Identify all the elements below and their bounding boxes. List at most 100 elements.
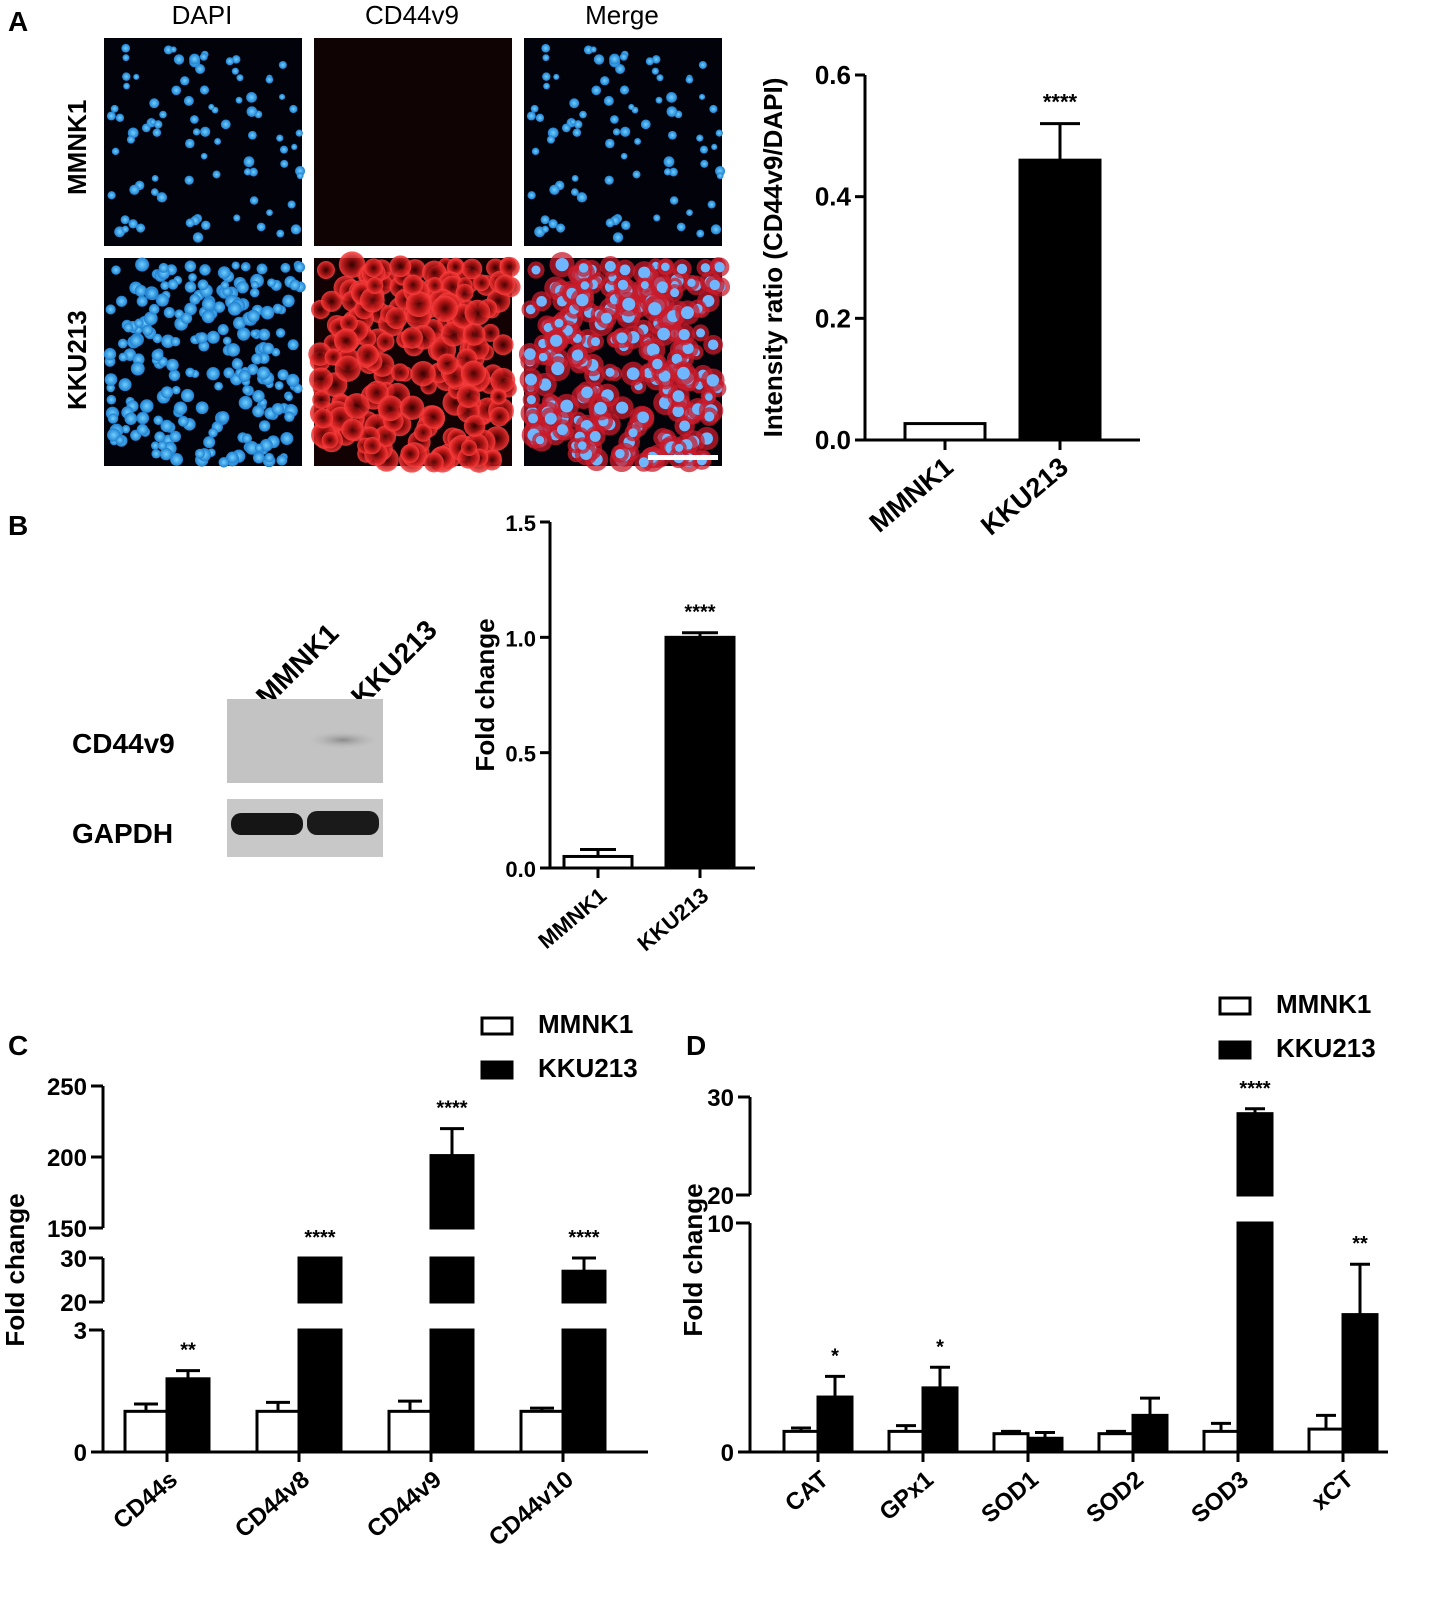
nucleus-dot: [120, 215, 130, 225]
nucleus-dot: [250, 329, 259, 338]
y-axis-label: Fold change: [0, 1193, 30, 1346]
nucleus-dot: [201, 309, 215, 324]
nucleus-dot: [237, 327, 251, 341]
merge-nucleus: [615, 448, 625, 459]
cd44v9-cell: [313, 408, 333, 429]
cd44v9-cell: [461, 258, 483, 280]
cd44v9-cell: [423, 452, 444, 473]
nucleus-dot: [579, 110, 587, 119]
cell-nuclei-layer: [103, 43, 730, 473]
bar-cd44v8-kku213: [297, 1328, 343, 1454]
nucleus-dot: [153, 120, 163, 129]
merge-nucleus: [594, 401, 607, 415]
nucleus-dot: [128, 219, 138, 229]
cd44v9-cell: [385, 307, 408, 330]
cd44v9-cell: [499, 256, 520, 278]
nucleus-dot: [238, 369, 251, 383]
column-header-merge: Merge: [585, 0, 659, 30]
merge-nucleus: [555, 257, 569, 272]
merge-nucleus: [709, 279, 720, 291]
significance-marker: ****: [1239, 1078, 1270, 1100]
merge-nucleus: [675, 443, 684, 452]
nucleus-dot: [195, 401, 209, 415]
nucleus-dot: [250, 280, 259, 289]
bar-cd44v8-mmnk1: [255, 1409, 301, 1454]
nucleus-dot: [184, 260, 197, 273]
nucleus-dot: [185, 367, 195, 378]
bar-cd44v9-kku213: [429, 1328, 475, 1454]
cd44v9-cell: [400, 444, 420, 464]
nucleus-dot: [222, 336, 232, 346]
nucleus-dot: [200, 126, 211, 137]
nucleus-dot: [656, 74, 664, 82]
y-tick-label: 0: [721, 1440, 734, 1467]
nucleus-dot: [284, 393, 293, 402]
nucleus-dot: [620, 126, 631, 137]
bar-sod3-mmnk1: [1202, 1429, 1240, 1454]
cd44v9-cell: [410, 361, 436, 387]
cd44v9-cell: [489, 406, 510, 427]
nucleus-dot: [663, 168, 672, 176]
nucleus-dot: [180, 388, 195, 403]
nucleus-dot: [155, 293, 169, 307]
nucleus-dot: [151, 449, 161, 459]
cd44v9-cell: [431, 295, 459, 322]
cd44v9-cell: [426, 277, 443, 294]
legend-swatch-mmnk1: [1218, 996, 1252, 1016]
nucleus-dot: [217, 411, 230, 424]
bar-sod2-kku213: [1131, 1413, 1169, 1454]
nucleus-dot: [188, 273, 197, 282]
nucleus-dot: [127, 127, 139, 139]
nucleus-dot: [653, 214, 661, 222]
nucleus-dot: [106, 394, 117, 405]
cd44v9-cell: [316, 261, 335, 280]
nucleus-dot: [201, 220, 211, 230]
nucleus-dot: [200, 152, 208, 160]
nucleus-dot: [535, 113, 545, 122]
merge-nucleus: [676, 263, 688, 275]
nucleus-dot: [170, 336, 181, 347]
nucleus-dot: [246, 309, 260, 323]
nucleus-dot: [150, 441, 160, 450]
nucleus-dot: [178, 415, 189, 427]
nucleus-dot: [667, 130, 677, 140]
nucleus-dot: [553, 73, 560, 80]
nucleus-dot: [669, 167, 678, 177]
merge-nucleus: [525, 304, 536, 315]
nucleus-dot: [146, 287, 158, 300]
x-tick-label-cd44v10: CD44v10: [484, 1466, 579, 1552]
bar-sod2-mmnk1: [1097, 1432, 1135, 1454]
x-tick-label-sod2: SOD2: [1081, 1466, 1148, 1529]
merge-nucleus: [679, 420, 691, 432]
nucleus-dot: [161, 334, 175, 348]
nucleus-dot: [526, 111, 536, 121]
cd44v9-cell: [363, 436, 382, 455]
nucleus-dot: [107, 413, 119, 424]
nucleus-dot: [669, 196, 679, 205]
cd44v9-cell: [366, 277, 384, 295]
significance-marker: *: [936, 1336, 944, 1358]
nucleus-dot: [279, 93, 286, 100]
y-axis-label: Intensity ratio (CD44v9/DAPI): [758, 78, 788, 438]
nucleus-dot: [542, 54, 550, 62]
nucleus-dot: [251, 353, 263, 365]
cd44v9-cell: [446, 258, 464, 276]
nucleus-dot: [152, 333, 163, 344]
cd44v9-cell: [377, 395, 404, 422]
nucleus-dot: [171, 85, 182, 96]
nucleus-dot: [663, 156, 675, 168]
nucleus-dot: [123, 322, 134, 333]
nucleus-dot: [151, 174, 159, 182]
nucleus-dot: [158, 262, 169, 273]
nucleus-dot: [201, 297, 216, 312]
nucleus-dot: [196, 332, 208, 344]
nucleus-dot: [242, 385, 252, 395]
merge-nucleus: [671, 353, 683, 365]
nucleus-dot: [160, 281, 170, 291]
merge-nucleus: [571, 349, 584, 361]
nucleus-dot: [106, 383, 116, 393]
x-tick-label-xct: xCT: [1307, 1466, 1359, 1516]
nucleus-dot: [258, 328, 271, 341]
bar-xct-mmnk1: [1307, 1427, 1345, 1454]
column-header-cd44v9: CD44v9: [365, 0, 459, 30]
